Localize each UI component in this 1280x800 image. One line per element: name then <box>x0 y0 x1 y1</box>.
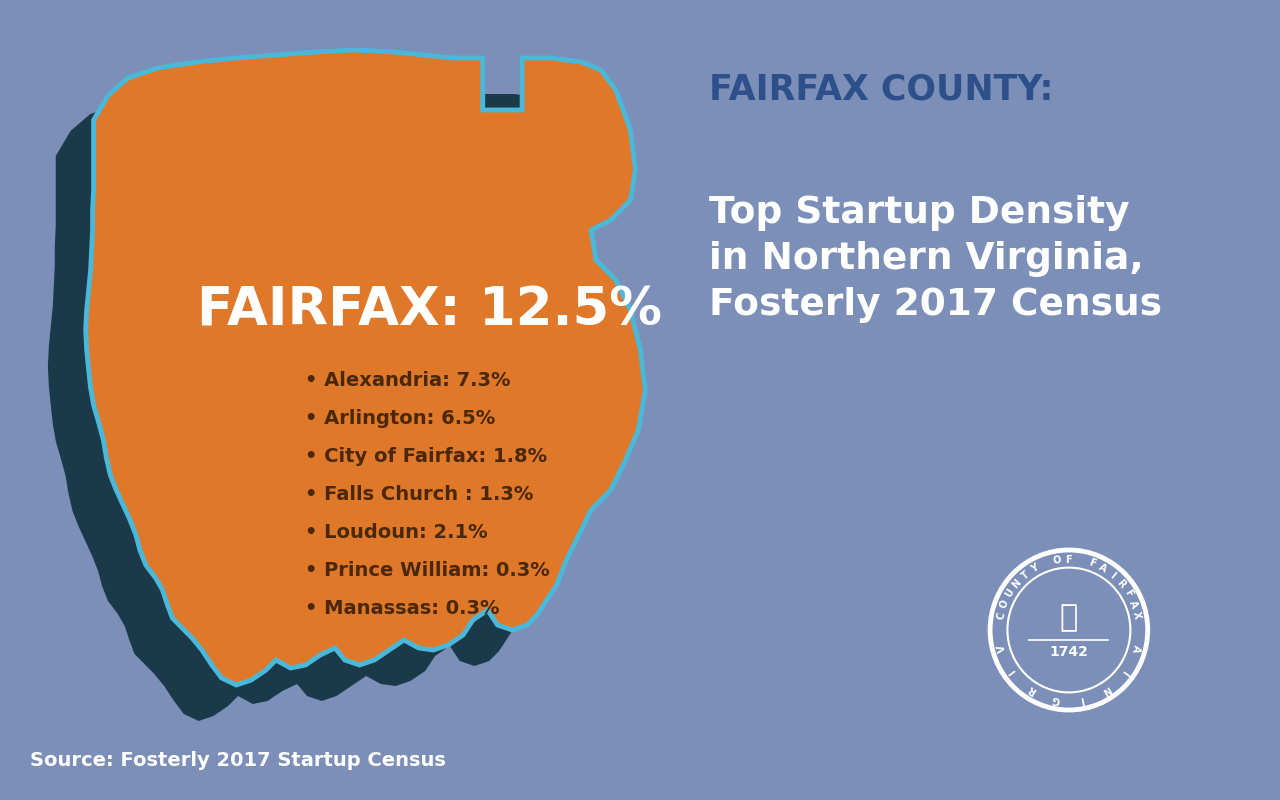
Text: Y: Y <box>1029 562 1041 574</box>
Polygon shape <box>86 50 645 685</box>
Text: F: F <box>1087 558 1097 570</box>
Text: FAIRFAX: 12.5%: FAIRFAX: 12.5% <box>197 284 662 336</box>
Text: I: I <box>1079 694 1084 705</box>
Text: V: V <box>996 643 1007 653</box>
Polygon shape <box>47 86 608 721</box>
Text: N: N <box>1010 578 1023 590</box>
Text: • Loudoun: 2.1%: • Loudoun: 2.1% <box>306 522 488 542</box>
Text: G: G <box>1051 694 1061 705</box>
Text: I: I <box>1009 667 1018 676</box>
Text: A: A <box>1128 598 1139 610</box>
Text: F: F <box>1123 588 1134 598</box>
Text: A: A <box>1097 562 1108 574</box>
Text: R: R <box>1027 683 1038 696</box>
Text: A: A <box>1130 643 1142 653</box>
Text: • Prince William: 0.3%: • Prince William: 0.3% <box>306 561 550 579</box>
Text: 1742: 1742 <box>1050 646 1088 659</box>
Text: • Falls Church : 1.3%: • Falls Church : 1.3% <box>306 485 534 503</box>
Text: T: T <box>1019 570 1030 582</box>
Text: • City of Fairfax: 1.8%: • City of Fairfax: 1.8% <box>306 446 548 466</box>
Text: R: R <box>1115 578 1128 590</box>
Text: X: X <box>1132 610 1143 620</box>
Text: Source: Fosterly 2017 Startup Census: Source: Fosterly 2017 Startup Census <box>29 751 445 770</box>
Text: C: C <box>996 610 1006 620</box>
Text: F: F <box>1065 554 1073 565</box>
Text: • Alexandria: 7.3%: • Alexandria: 7.3% <box>306 370 511 390</box>
Text: Top Startup Density
in Northern Virginia,
Fosterly 2017 Census: Top Startup Density in Northern Virginia… <box>709 195 1162 322</box>
Text: FAIRFAX COUNTY:: FAIRFAX COUNTY: <box>709 73 1053 107</box>
Text: • Arlington: 6.5%: • Arlington: 6.5% <box>306 409 495 427</box>
Text: 🛡: 🛡 <box>1060 603 1078 633</box>
Text: O: O <box>1052 555 1062 566</box>
Text: U: U <box>1004 587 1016 599</box>
Text: N: N <box>1100 683 1112 696</box>
Text: I: I <box>1108 570 1117 580</box>
Text: I: I <box>1120 667 1130 676</box>
Text: O: O <box>998 598 1011 610</box>
Text: • Manassas: 0.3%: • Manassas: 0.3% <box>306 598 500 618</box>
